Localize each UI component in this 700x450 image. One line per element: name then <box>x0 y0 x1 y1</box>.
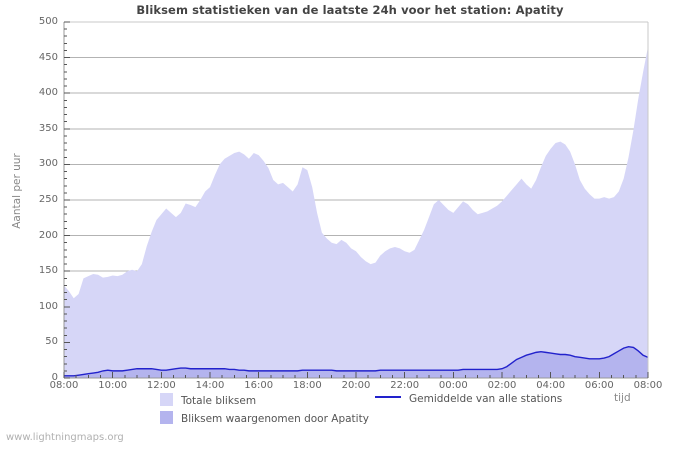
y-tick-label: 450 <box>38 51 58 63</box>
area-station-lightning <box>64 346 648 378</box>
x-tick-label: 08:00 <box>633 380 663 391</box>
y-tick-label: 150 <box>38 265 58 277</box>
footer-url: www.lightningmaps.org <box>6 432 124 443</box>
chart-legend: Totale bliksem Bliksem waargenomen door … <box>0 392 700 432</box>
y-tick-label: 500 <box>38 16 58 27</box>
y-tick-label: 200 <box>38 229 58 241</box>
x-tick-label: 02:00 <box>487 380 517 391</box>
x-axis-label: tijd <box>614 392 631 404</box>
x-tick-label: 08:00 <box>49 380 79 391</box>
legend-swatch-total-lightning <box>160 393 173 406</box>
line-average-all-stations <box>64 345 649 377</box>
x-tick-label: 22:00 <box>390 380 420 391</box>
y-tick-label: 0 <box>51 372 58 383</box>
legend-item-average-all-stations: Gemiddelde van alle stations <box>375 393 562 405</box>
legend-item-total-lightning: Totale bliksem <box>160 393 256 407</box>
legend-swatch-station-lightning <box>160 411 173 424</box>
y-tick-label: 300 <box>38 158 58 170</box>
x-tick-label: 06:00 <box>584 380 614 391</box>
x-tick-label: 10:00 <box>98 380 128 391</box>
legend-label-average-all-stations: Gemiddelde van alle stations <box>409 393 563 405</box>
chart-title: Bliksem statistieken van de laatste 24h … <box>136 3 564 17</box>
x-tick-label: 14:00 <box>195 380 225 391</box>
y-tick-label: 400 <box>38 87 58 99</box>
legend-item-station-lightning: Bliksem waargenomen door Apatity <box>160 411 369 425</box>
x-tick-label: 04:00 <box>536 380 566 391</box>
y-tick-label: 250 <box>38 194 58 205</box>
y-tick-label: 350 <box>38 122 58 134</box>
area-total-lightning <box>64 46 648 379</box>
y-tick-label: 50 <box>45 336 58 348</box>
x-tick-label: 18:00 <box>292 380 322 391</box>
x-tick-label: 12:00 <box>146 380 176 391</box>
legend-label-station-lightning: Bliksem waargenomen door Apatity <box>181 413 369 425</box>
x-tick-label: 20:00 <box>341 380 371 391</box>
legend-line-average-all-stations <box>375 396 401 398</box>
x-tick-label: 00:00 <box>438 380 468 391</box>
legend-label-total-lightning: Totale bliksem <box>181 395 257 407</box>
x-tick-label: 16:00 <box>244 380 274 391</box>
y-tick-label: 100 <box>38 300 58 312</box>
